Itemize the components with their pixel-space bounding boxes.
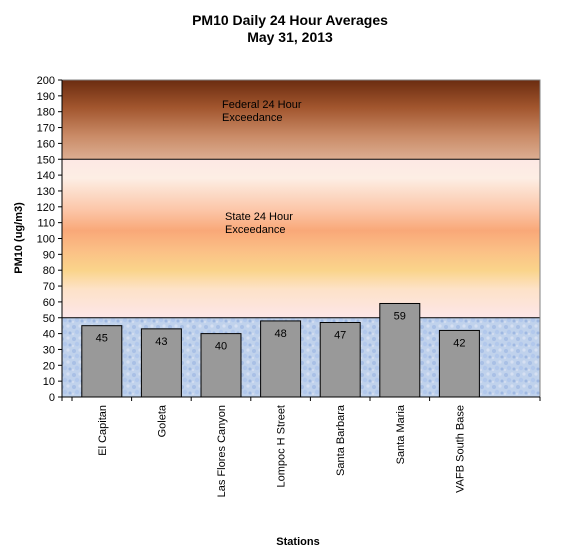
y-axis: 0 10 20 30 40 50 60 70 80 90 100 110 120 130 140 150 160… xyxy=(37,75,63,404)
bar-0 xyxy=(81,325,123,398)
x-axis: El Capitan Goleta Las Flores Canyon Lompoc … xyxy=(61,396,541,497)
y-tick-label-19: 190 xyxy=(37,91,55,103)
bar-value-label-2: 40 xyxy=(215,341,227,353)
chart-title-line-1: PM10 Daily 24 Hour Averages xyxy=(192,12,388,28)
y-tick-label-15: 150 xyxy=(37,154,55,166)
band-state-exceedance xyxy=(62,159,540,318)
y-tick-label-18: 180 xyxy=(37,107,55,119)
y-tick-label-5: 50 xyxy=(43,313,55,325)
band-label-2-line-0: Federal 24 Hour xyxy=(222,99,302,111)
bar-2 xyxy=(200,333,242,398)
band-label-2-line-1: Exceedance xyxy=(222,112,283,124)
bar-3 xyxy=(260,320,302,398)
x-category-label-1: Goleta xyxy=(156,404,168,437)
y-tick-label-2: 20 xyxy=(43,360,55,372)
y-tick-label-20: 200 xyxy=(37,75,55,87)
band-label-1-line-0: State 24 Hour xyxy=(225,211,293,223)
y-tick-label-17: 170 xyxy=(37,123,55,135)
bar-6 xyxy=(438,329,480,398)
y-tick-label-7: 70 xyxy=(43,281,55,293)
x-category-label-5: Santa Maria xyxy=(395,404,407,464)
bar-value-label-6: 42 xyxy=(453,337,465,349)
y-tick-label-3: 30 xyxy=(43,344,55,356)
y-tick-label-16: 160 xyxy=(37,138,55,150)
y-tick-label-0: 0 xyxy=(49,392,55,404)
bar-value-label-1: 43 xyxy=(155,336,167,348)
bar-4 xyxy=(319,322,361,398)
x-category-label-2: Las Flores Canyon xyxy=(216,405,228,497)
x-category-label-4: Santa Barbara xyxy=(335,404,347,476)
y-tick-label-8: 80 xyxy=(43,265,55,277)
band-federal-exceedance xyxy=(62,80,540,160)
y-tick-label-1: 10 xyxy=(43,376,55,388)
bar-value-label-5: 59 xyxy=(394,310,406,322)
bar-value-label-3: 48 xyxy=(274,328,286,340)
y-axis-title: PM10 (ug/m3) xyxy=(13,202,25,274)
bar-5 xyxy=(379,302,421,398)
x-category-label-0: El Capitan xyxy=(97,405,109,456)
y-tick-label-10: 100 xyxy=(37,234,55,246)
chart-title: PM10 Daily 24 Hour Averages May 31, 2013 xyxy=(192,12,388,45)
y-tick-label-14: 140 xyxy=(37,170,55,182)
chart-title-line-2: May 31, 2013 xyxy=(247,29,333,45)
y-tick-label-13: 130 xyxy=(37,186,55,198)
x-axis-title: Stations xyxy=(276,536,319,548)
bar-1 xyxy=(140,328,182,398)
y-tick-label-4: 40 xyxy=(43,329,55,341)
y-tick-label-11: 110 xyxy=(37,218,55,230)
bar-value-label-0: 45 xyxy=(96,333,108,345)
x-category-label-3: Lompoc H Street xyxy=(276,405,288,488)
y-tick-label-9: 90 xyxy=(43,249,55,261)
bars: 45 43 40 48 47 59 42 xyxy=(81,302,480,398)
y-tick-label-12: 120 xyxy=(37,202,55,214)
x-category-label-6: VAFB South Base xyxy=(454,405,466,493)
y-tick-label-6: 60 xyxy=(43,297,55,309)
bar-value-label-4: 47 xyxy=(334,330,346,342)
band-label-1-line-1: Exceedance xyxy=(225,224,286,236)
